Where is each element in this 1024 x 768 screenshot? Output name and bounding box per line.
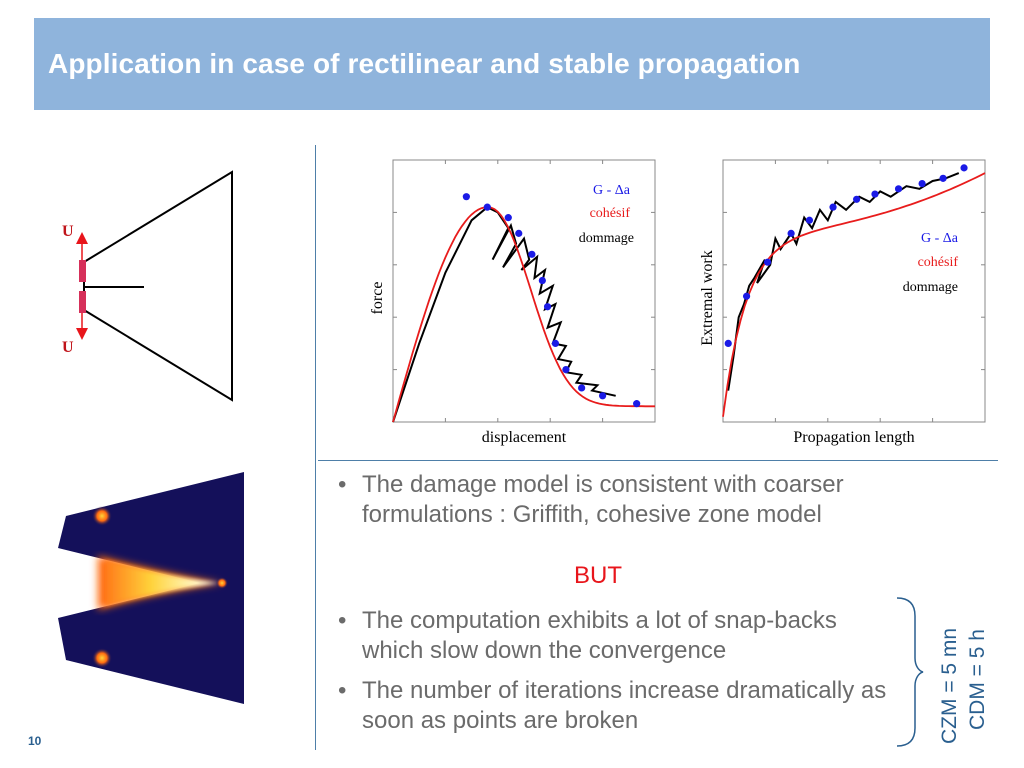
but-label: BUT <box>574 562 622 589</box>
legend-g-delta-a: G - Δa <box>921 231 959 246</box>
data-point <box>853 195 861 203</box>
data-point <box>894 185 903 193</box>
load-pad-bottom <box>79 291 86 313</box>
data-point <box>960 164 968 172</box>
data-point <box>599 392 607 400</box>
x-axis-label: Propagation length <box>793 429 914 446</box>
legend-cohesif: cohésif <box>590 206 631 221</box>
label-u-top: U <box>62 223 74 240</box>
data-point <box>538 276 546 285</box>
data-point <box>483 203 491 211</box>
chart-frame <box>392 159 656 423</box>
bullet-dot: • <box>338 471 347 498</box>
data-point <box>543 303 552 311</box>
data-point <box>633 400 641 408</box>
data-point <box>515 229 523 237</box>
bullet-text: The computation exhibits a lot of snap-b… <box>362 607 837 664</box>
legend-dommage: dommage <box>903 280 958 295</box>
work-length-chart: G - Δa cohésif dommage Propagation lengt… <box>699 159 986 446</box>
data-point <box>939 174 947 182</box>
vertical-divider <box>315 145 316 750</box>
data-point <box>562 366 570 374</box>
data-point <box>742 292 751 300</box>
damage-field-image <box>58 472 244 704</box>
bullet-dot: • <box>338 607 347 634</box>
bullet-dot: • <box>338 677 347 704</box>
label-u-bottom: U <box>62 339 74 356</box>
data-point <box>871 190 879 198</box>
computation-times: CZM = 5 mn CDM = 5 h <box>938 628 989 744</box>
legend-g-delta-a: G - Δa <box>593 183 631 198</box>
cdm-time: CDM = 5 h <box>966 629 989 730</box>
data-point <box>528 250 536 258</box>
data-point <box>504 214 512 222</box>
curly-brace-icon <box>896 597 924 747</box>
load-pad-top <box>79 260 86 282</box>
arrow-down-icon <box>76 313 88 340</box>
czm-time: CZM = 5 mn <box>938 628 961 744</box>
y-axis-label: Extremal work <box>699 250 716 346</box>
chart-frame <box>722 159 986 423</box>
data-point <box>918 179 926 188</box>
x-axis-label: displacement <box>482 429 567 446</box>
bullet-text: The number of iterations increase dramat… <box>362 677 887 734</box>
data-point <box>829 203 837 211</box>
data-point <box>724 339 732 347</box>
page-number: 10 <box>28 734 42 748</box>
data-point <box>805 216 814 224</box>
horizontal-divider <box>318 460 998 461</box>
data-point <box>462 193 470 201</box>
force-displacement-chart: G - Δa cohésif dommage displacement forc… <box>369 159 656 446</box>
data-point <box>578 384 586 392</box>
bullet-text: The damage model is consistent with coar… <box>362 471 844 528</box>
data-point <box>551 339 560 347</box>
legend-cohesif: cohésif <box>918 255 959 270</box>
legend-dommage: dommage <box>579 231 634 246</box>
series-cohesif-line <box>392 206 655 423</box>
data-point <box>787 229 795 237</box>
title-banner: Application in case of rectilinear and s… <box>34 18 990 110</box>
slide-title: Application in case of rectilinear and s… <box>48 48 801 79</box>
y-axis-label: force <box>369 282 386 315</box>
specimen-diagram: U U <box>62 170 233 402</box>
arrow-up-icon <box>76 232 88 260</box>
data-point <box>763 258 772 266</box>
